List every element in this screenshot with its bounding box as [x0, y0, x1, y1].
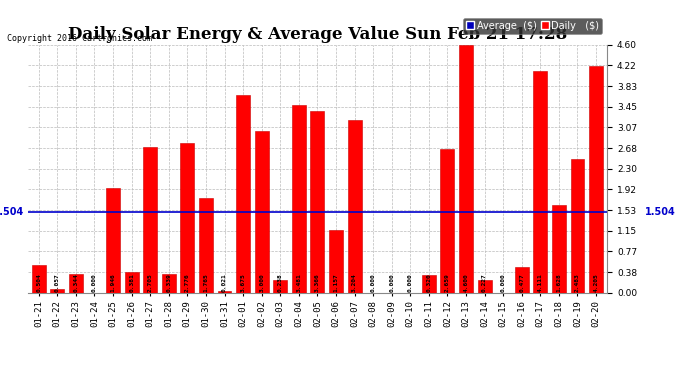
Text: 0.504: 0.504: [37, 273, 41, 292]
Text: 3.481: 3.481: [296, 273, 302, 292]
Bar: [589, 66, 603, 292]
Text: 0.477: 0.477: [520, 273, 524, 292]
Bar: [50, 290, 64, 292]
Text: Copyright 2016 Cartronics.com: Copyright 2016 Cartronics.com: [7, 34, 152, 43]
Bar: [459, 45, 473, 292]
Text: 1.765: 1.765: [204, 273, 208, 292]
Text: • 1.504: • 1.504: [0, 207, 23, 217]
Bar: [125, 272, 139, 292]
Text: 4.111: 4.111: [538, 273, 543, 292]
Bar: [440, 149, 455, 292]
Text: 3.000: 3.000: [259, 273, 264, 292]
Text: 1.157: 1.157: [333, 273, 339, 292]
Text: 3.366: 3.366: [315, 273, 320, 292]
Text: 1.946: 1.946: [110, 273, 115, 292]
Bar: [533, 71, 547, 292]
Text: 1.628: 1.628: [556, 273, 562, 292]
Bar: [348, 120, 362, 292]
Text: 0.227: 0.227: [482, 273, 487, 292]
Bar: [180, 143, 195, 292]
Bar: [199, 198, 213, 292]
Bar: [552, 205, 566, 292]
Bar: [144, 147, 157, 292]
Bar: [292, 105, 306, 292]
Bar: [217, 291, 231, 292]
Bar: [32, 266, 46, 292]
Legend: Average  ($), Daily   ($): Average ($), Daily ($): [464, 18, 602, 33]
Bar: [310, 111, 324, 292]
Bar: [162, 274, 176, 292]
Text: 0.021: 0.021: [222, 273, 227, 292]
Bar: [422, 275, 436, 292]
Bar: [236, 95, 250, 292]
Text: 0.000: 0.000: [92, 273, 97, 292]
Text: 3.675: 3.675: [241, 273, 246, 292]
Text: 2.705: 2.705: [148, 273, 152, 292]
Bar: [273, 280, 287, 292]
Text: 0.320: 0.320: [426, 273, 431, 292]
Text: 0.000: 0.000: [371, 273, 375, 292]
Bar: [571, 159, 584, 292]
Text: 4.600: 4.600: [464, 273, 469, 292]
Bar: [477, 280, 491, 292]
Text: 1.504: 1.504: [644, 207, 676, 217]
Bar: [255, 131, 268, 292]
Bar: [515, 267, 529, 292]
Text: 3.204: 3.204: [352, 273, 357, 292]
Title: Daily Solar Energy & Average Value Sun Feb 21 17:28: Daily Solar Energy & Average Value Sun F…: [68, 27, 567, 44]
Text: 2.776: 2.776: [185, 273, 190, 292]
Text: 0.000: 0.000: [389, 273, 394, 292]
Text: 0.339: 0.339: [166, 273, 171, 292]
Text: 0.000: 0.000: [408, 273, 413, 292]
Text: 0.238: 0.238: [278, 273, 283, 292]
Text: 2.659: 2.659: [445, 273, 450, 292]
Text: 0.000: 0.000: [501, 273, 506, 292]
Bar: [329, 230, 343, 292]
Text: 0.344: 0.344: [73, 273, 79, 292]
Text: 0.381: 0.381: [129, 273, 134, 292]
Text: 0.057: 0.057: [55, 273, 60, 292]
Bar: [106, 188, 120, 292]
Bar: [69, 274, 83, 292]
Text: 2.483: 2.483: [575, 273, 580, 292]
Text: 4.205: 4.205: [593, 273, 598, 292]
